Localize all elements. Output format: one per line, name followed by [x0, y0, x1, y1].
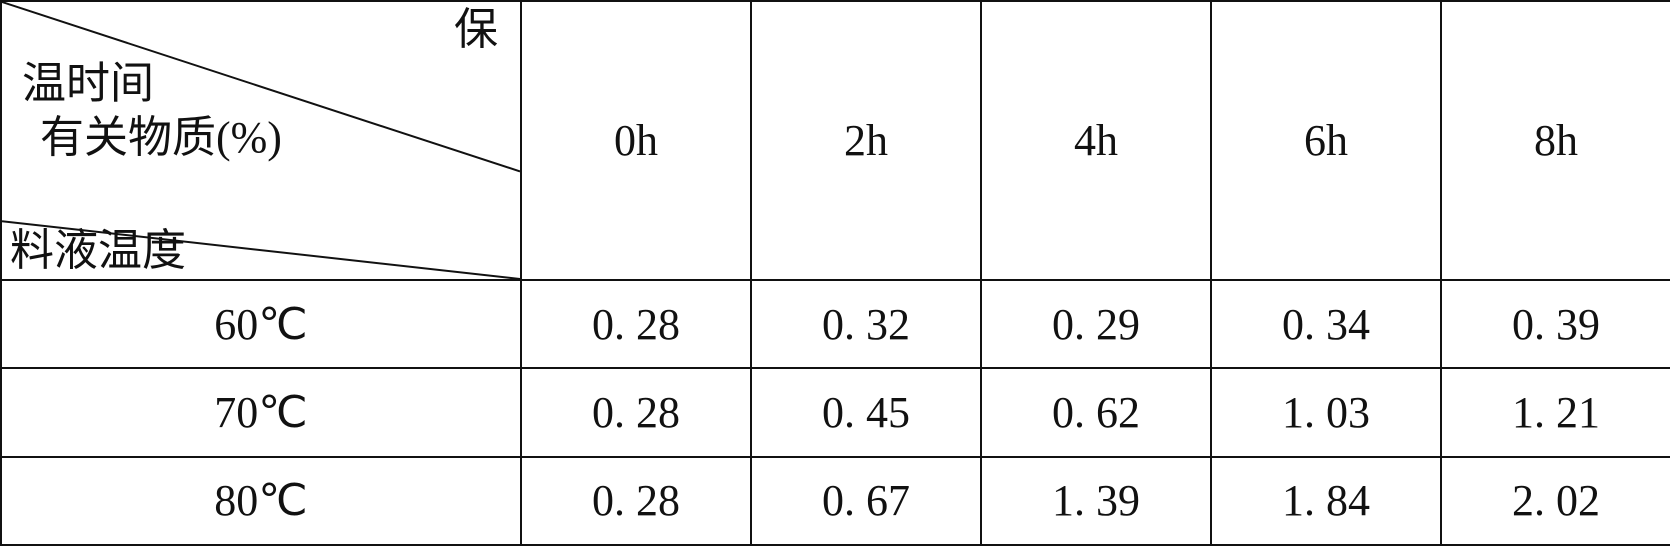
col-header: 8h [1441, 1, 1670, 280]
table-cell: 1. 39 [981, 457, 1211, 545]
table-row: 80℃ 0. 28 0. 67 1. 39 1. 84 2. 02 [1, 457, 1670, 545]
table-cell: 0. 45 [751, 368, 981, 456]
diagonal-header-cell: 保 温时间 有关物质(%) 料液温度 [1, 1, 521, 280]
col-header: 6h [1211, 1, 1441, 280]
table-cell: 0. 67 [751, 457, 981, 545]
table-cell: 0. 34 [1211, 280, 1441, 368]
table-cell: 1. 84 [1211, 457, 1441, 545]
data-table: 保 温时间 有关物质(%) 料液温度 0h 2h 4h 6h 8h 60℃ 0.… [0, 0, 1670, 546]
table-row: 70℃ 0. 28 0. 45 0. 62 1. 03 1. 21 [1, 368, 1670, 456]
row-label: 60℃ [1, 280, 521, 368]
col-header: 0h [521, 1, 751, 280]
table-cell: 0. 39 [1441, 280, 1670, 368]
header-label-mid: 有关物质(%) [40, 114, 282, 162]
table-cell: 0. 28 [521, 457, 751, 545]
col-header: 2h [751, 1, 981, 280]
table-header-row: 保 温时间 有关物质(%) 料液温度 0h 2h 4h 6h 8h [1, 1, 1670, 280]
table-cell: 1. 03 [1211, 368, 1441, 456]
row-label: 80℃ [1, 457, 521, 545]
table-cell: 0. 62 [981, 368, 1211, 456]
table-cell: 0. 32 [751, 280, 981, 368]
col-header: 4h [981, 1, 1211, 280]
row-label: 70℃ [1, 368, 521, 456]
header-label-bottom: 料液温度 [10, 227, 186, 275]
table-cell: 2. 02 [1441, 457, 1670, 545]
table-cell: 1. 21 [1441, 368, 1670, 456]
table-cell: 0. 28 [521, 368, 751, 456]
header-label-top-left: 温时间 [22, 60, 154, 108]
table-row: 60℃ 0. 28 0. 32 0. 29 0. 34 0. 39 [1, 280, 1670, 368]
table-cell: 0. 29 [981, 280, 1211, 368]
table-cell: 0. 28 [521, 280, 751, 368]
header-label-top-right: 保 [454, 6, 498, 54]
